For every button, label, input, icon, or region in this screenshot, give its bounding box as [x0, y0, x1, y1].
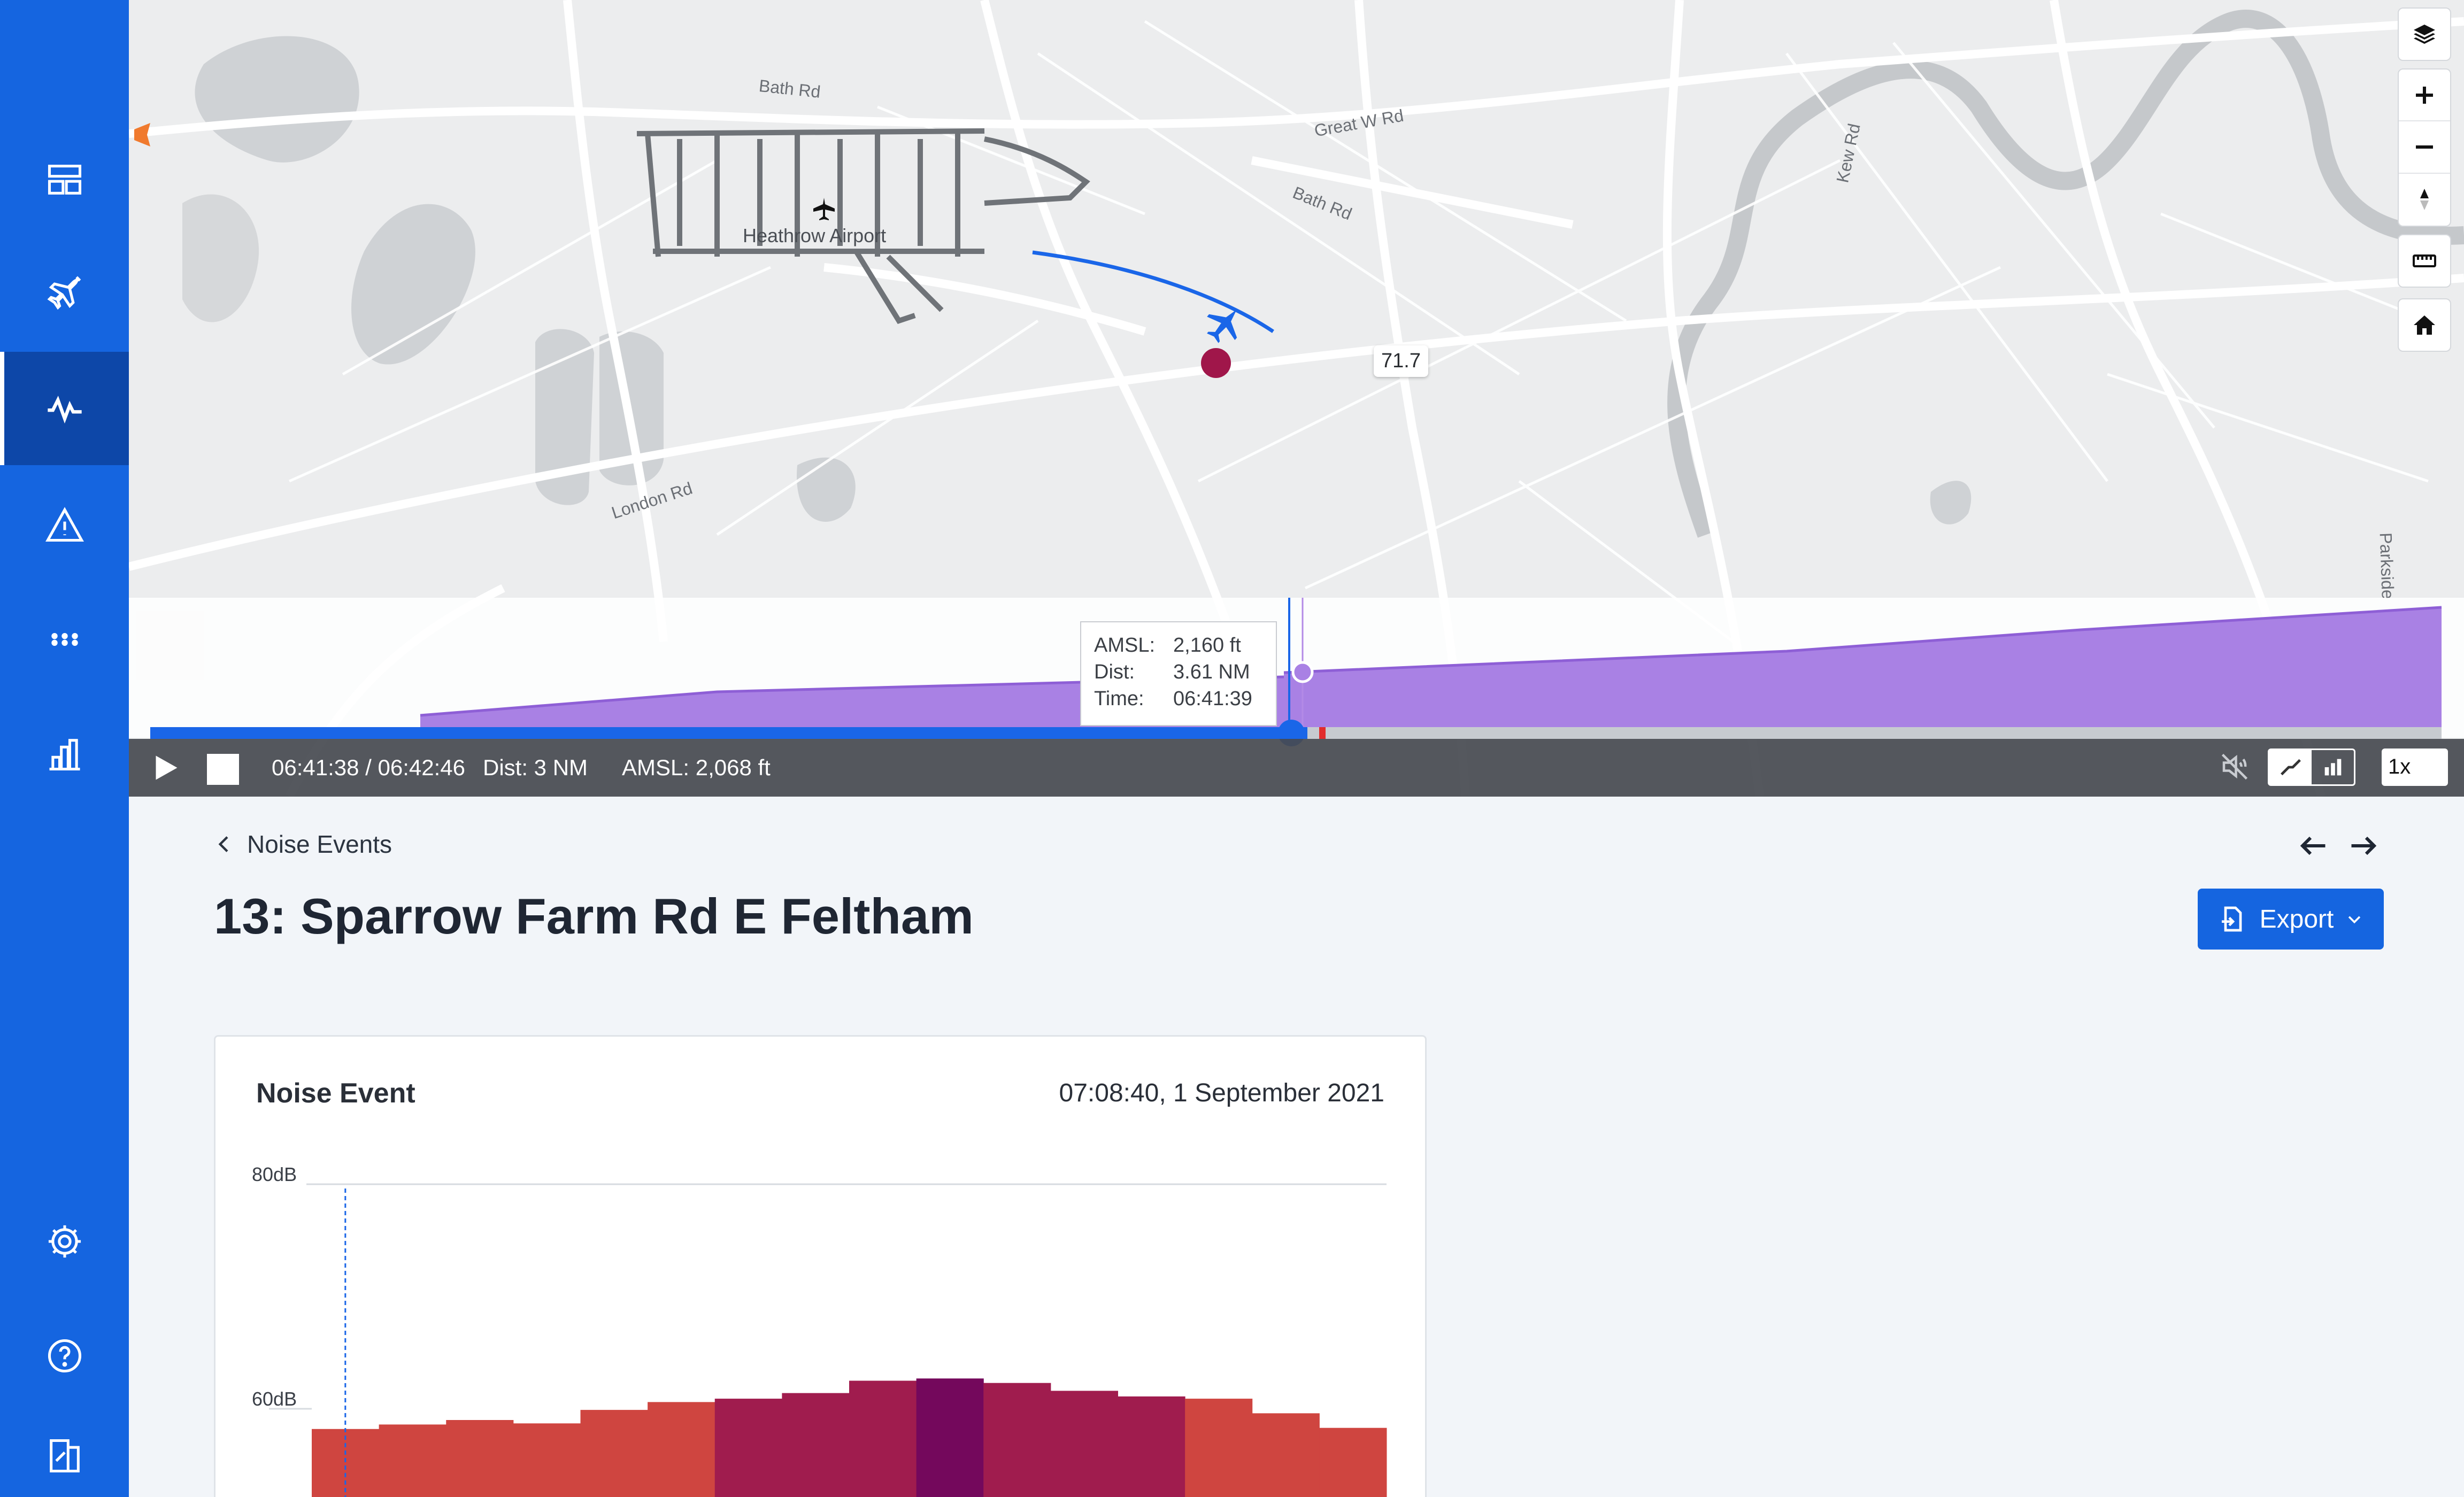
layers-icon	[2414, 25, 2435, 44]
amsl-value: 2,160 ft	[1173, 634, 1241, 657]
chevron-down-icon	[2348, 916, 2361, 924]
export-file-icon	[2221, 906, 2242, 932]
ruler-button[interactable]	[2399, 235, 2450, 287]
more-icon	[51, 632, 78, 646]
alert-icon	[45, 507, 84, 542]
export-button[interactable]: Export	[2198, 889, 2384, 950]
noise-bar[interactable]	[916, 1378, 984, 1497]
noise-bar[interactable]	[648, 1402, 715, 1497]
nav-flights[interactable]	[0, 237, 129, 351]
noise-bar[interactable]	[513, 1423, 581, 1497]
noise-bar[interactable]	[446, 1420, 514, 1497]
noise-event-card: Noise Event 07:08:40, 1 September 2021 8…	[214, 1035, 1427, 1497]
noise-bar-chart[interactable]: 80dB 60dB	[215, 1037, 1427, 1497]
player-controls: 06:41:38 / 06:42:46 Dist: 3 NM AMSL: 2,0…	[129, 739, 2464, 797]
noise-icon	[47, 396, 82, 424]
dist-value: 3.61 NM	[1173, 661, 1250, 683]
play-button[interactable]	[149, 752, 181, 789]
profile-mode-button[interactable]	[2269, 750, 2312, 784]
ruler-control	[2398, 234, 2451, 288]
zoom-in-icon	[2416, 86, 2433, 104]
map-label-parkside: Parkside	[2376, 532, 2398, 600]
noise-bar[interactable]	[714, 1399, 782, 1497]
mute-button[interactable]	[2219, 751, 2251, 788]
chevron-left-icon	[218, 836, 228, 852]
noise-bar[interactable]	[379, 1424, 446, 1497]
zoom-out-button[interactable]	[2399, 121, 2450, 174]
dist-key: Dist:	[1094, 661, 1135, 683]
playback-time: 06:41:38 / 06:42:46	[272, 755, 465, 780]
stop-button[interactable]	[207, 754, 239, 785]
profile-area	[420, 598, 2442, 727]
back-link-label: Noise Events	[247, 830, 392, 858]
page-title: 13: Sparrow Farm Rd E Feltham	[214, 888, 974, 944]
play-icon	[156, 755, 178, 780]
y-tick-label: 80dB	[252, 1163, 297, 1185]
home-button[interactable]	[2399, 299, 2450, 351]
nav-dashboard[interactable]	[0, 123, 129, 236]
noise-value-label: 71.7	[1374, 345, 1428, 377]
noise-bar[interactable]	[1319, 1427, 1387, 1497]
nav-noise[interactable]	[0, 352, 129, 465]
event-marker	[1319, 727, 1326, 739]
layers-button[interactable]	[2399, 9, 2450, 60]
help-icon	[48, 1339, 81, 1373]
mute-icon	[2221, 753, 2248, 780]
amsl-key: AMSL:	[1094, 634, 1156, 657]
nav-alerts[interactable]	[0, 468, 129, 582]
noise-bar[interactable]	[312, 1429, 380, 1497]
arrow-left-icon[interactable]	[2297, 830, 2329, 862]
noise-bar[interactable]	[1050, 1391, 1118, 1497]
speed-select[interactable]: 1x	[2382, 749, 2448, 786]
playback-progress-fill	[150, 727, 1307, 739]
profile-tooltip: AMSL: 2,160 ft Dist: 3.61 NM Time: 06:41:39	[1080, 621, 1277, 726]
nav-settings[interactable]	[0, 1185, 129, 1298]
reports-icon	[49, 739, 80, 771]
noise-bar[interactable]	[782, 1393, 850, 1497]
export-docs-icon	[49, 1439, 80, 1473]
compass-button[interactable]	[2399, 174, 2450, 226]
nav-help[interactable]	[0, 1299, 129, 1413]
zoom-control	[2398, 68, 2451, 227]
zoom-out-icon	[2416, 145, 2433, 149]
noise-bar[interactable]	[1118, 1396, 1185, 1497]
ruler-icon	[2413, 254, 2436, 267]
noise-bar[interactable]	[1185, 1399, 1253, 1497]
event-navigation	[2297, 830, 2380, 862]
layers-control	[2398, 7, 2451, 61]
playback-dist: Dist: 3 NM	[483, 755, 588, 780]
settings-icon	[48, 1225, 81, 1258]
flights-icon	[47, 276, 81, 310]
playback-amsl: AMSL: 2,068 ft	[622, 755, 771, 780]
line-icon	[2280, 759, 2301, 776]
chart-mode-toggle	[2268, 749, 2355, 786]
bar-mode-button[interactable]	[2312, 750, 2354, 784]
noise-bar[interactable]	[1252, 1413, 1320, 1497]
card-date: 07:08:40, 1 September 2021	[1059, 1079, 1384, 1107]
sidebar	[0, 0, 129, 1497]
nav-reports[interactable]	[0, 697, 129, 811]
altitude-profile[interactable]	[129, 598, 2464, 738]
back-link[interactable]: Noise Events	[214, 830, 392, 859]
noise-bar[interactable]	[580, 1410, 648, 1497]
arrow-right-icon[interactable]	[2347, 830, 2380, 862]
home-control	[2398, 298, 2451, 352]
nav-export-docs[interactable]	[0, 1415, 129, 1497]
compass-icon	[2420, 189, 2429, 211]
home-icon	[2414, 315, 2435, 335]
noise-bar[interactable]	[983, 1383, 1051, 1497]
bar-chart-icon	[2324, 759, 2341, 776]
nav-more[interactable]	[0, 583, 129, 696]
time-key: Time:	[1094, 688, 1144, 710]
noise-bar[interactable]	[849, 1380, 917, 1497]
map-label-heathrow: Heathrow Airport	[743, 225, 887, 246]
card-title: Noise Event	[256, 1078, 415, 1109]
y-tick-label: 60dB	[252, 1388, 297, 1410]
export-label: Export	[2259, 905, 2334, 933]
time-value: 06:41:39	[1173, 688, 1252, 710]
dashboard-icon	[48, 165, 81, 195]
zoom-in-button[interactable]	[2399, 70, 2450, 122]
